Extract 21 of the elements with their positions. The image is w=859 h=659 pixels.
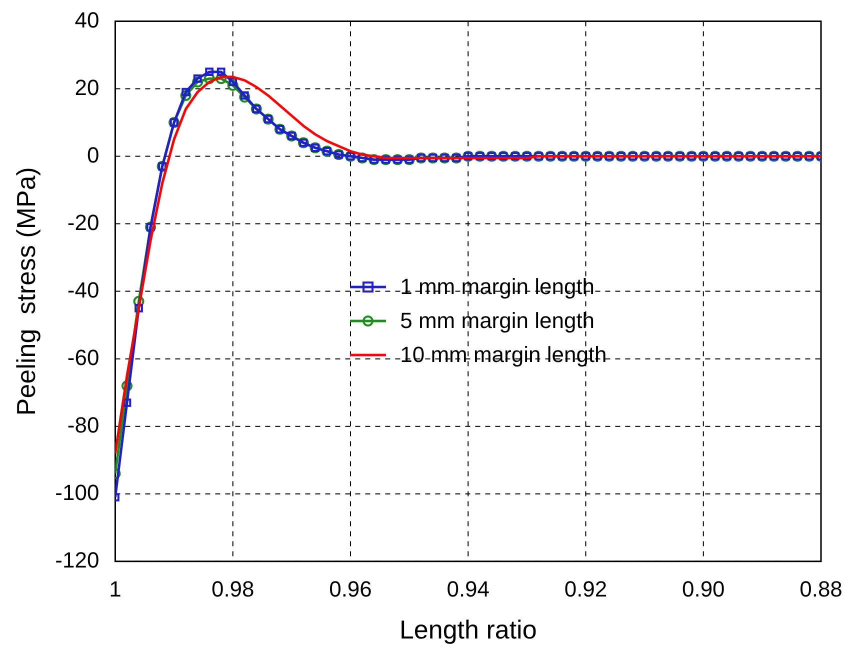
y-axis-title: Peeling stress (MPa) <box>10 167 41 416</box>
y-tick-label: -80 <box>67 412 100 438</box>
y-tick-label: 40 <box>74 7 100 32</box>
y-tick-label: -60 <box>67 344 100 370</box>
legend-label: 10 mm margin length <box>400 342 607 368</box>
y-tick-label: 20 <box>74 74 100 100</box>
x-tick-label: 0.96 <box>329 576 372 602</box>
x-tick-label: 0.98 <box>211 576 254 602</box>
legend-label: 1 mm margin length <box>400 274 595 300</box>
x-tick-label: 0.92 <box>564 576 608 602</box>
x-tick-label: 1 <box>109 576 122 602</box>
y-tick-label: -120 <box>55 547 100 572</box>
x-tick-label: 0.90 <box>682 576 725 602</box>
y-tick-label: -40 <box>67 277 100 302</box>
legend-label: 5 mm margin length <box>400 308 595 334</box>
x-tick-label: 0.88 <box>800 576 842 602</box>
x-axis-title: Length ratio <box>399 614 537 645</box>
y-tick-label: 0 <box>86 142 100 168</box>
y-tick-label: -100 <box>55 480 100 505</box>
x-tick-label: 0.94 <box>446 576 490 602</box>
y-tick-label: -20 <box>67 210 100 235</box>
